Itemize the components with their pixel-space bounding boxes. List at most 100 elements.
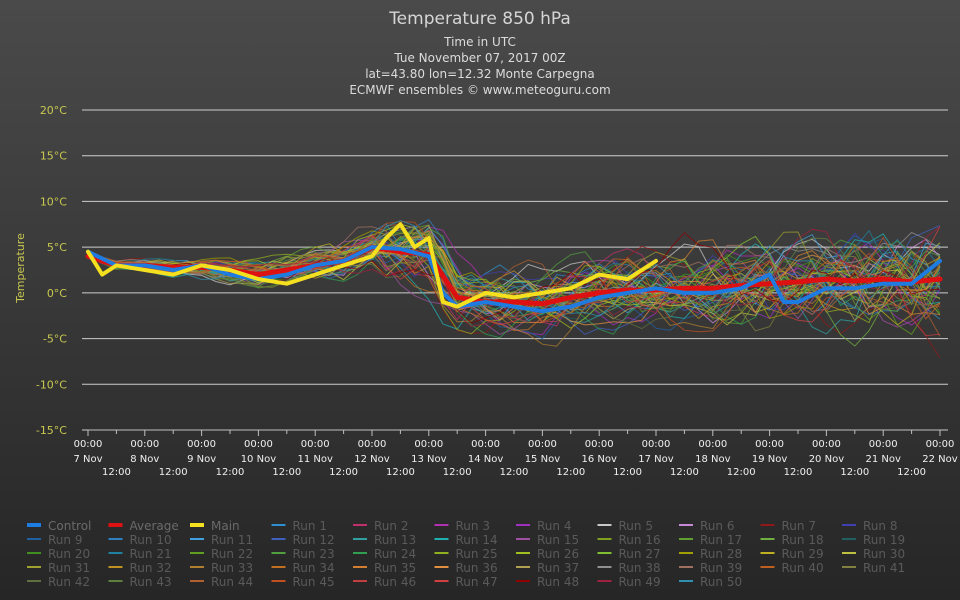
y-tick-label: -10°C [36,378,67,391]
x-tick-noon: 12:00 [329,467,358,478]
x-tick-noon: 12:00 [102,467,131,478]
legend-item-label[interactable]: Run 46 [374,575,416,589]
legend-item-label[interactable]: Run 39 [700,561,742,575]
legend-item-label[interactable]: Average [130,519,179,533]
legend-item-label[interactable]: Run 40 [782,561,824,575]
x-tick-time: 00:00 [812,439,841,450]
ensemble-runs [87,219,941,359]
chart-subtitle-4: ECMWF ensembles © www.meteoguru.com [349,83,610,97]
x-tick-noon: 12:00 [784,467,813,478]
y-axis-label: Temperature [14,233,27,304]
x-tick-time: 00:00 [869,439,898,450]
legend-item-label[interactable]: Run 3 [456,519,490,533]
legend-item-label[interactable]: Run 28 [700,547,742,561]
y-tick-label: 0°C [47,287,67,300]
x-tick-time: 00:00 [528,439,557,450]
legend-item-label[interactable]: Main [211,519,240,533]
x-tick-noon: 12:00 [443,467,472,478]
legend-item-label[interactable]: Run 1 [293,519,327,533]
legend-item-label[interactable]: Run 44 [211,575,253,589]
x-tick-time: 00:00 [471,439,500,450]
x-tick-noon: 12:00 [670,467,699,478]
x-tick-noon: 12:00 [897,467,926,478]
legend-item-label[interactable]: Run 45 [293,575,335,589]
legend-item-label[interactable]: Run 42 [48,575,90,589]
x-tick-date: 22 Nov [922,454,958,465]
legend-item-label[interactable]: Run 20 [48,547,90,561]
x-tick-noon: 12:00 [840,467,869,478]
legend-item-label[interactable]: Run 9 [48,533,82,547]
y-tick-label: 20°C [40,104,67,117]
legend-item-label[interactable]: Control [48,519,91,533]
legend-item-label[interactable]: Run 31 [48,561,90,575]
x-tick-time: 00:00 [187,439,216,450]
main-series [85,222,943,314]
ensemble-run-line [87,235,941,320]
legend-item-label[interactable]: Run 13 [374,533,416,547]
legend-item-label[interactable]: Run 37 [537,561,579,575]
legend-item-label[interactable]: Run 24 [374,547,416,561]
x-tick-noon: 12:00 [727,467,756,478]
legend-item-label[interactable]: Run 41 [863,561,905,575]
x-tick-date: 9 Nov [187,454,216,465]
x-tick-noon: 12:00 [500,467,529,478]
x-tick-date: 21 Nov [865,454,901,465]
legend-item-label[interactable]: Run 17 [700,533,742,547]
x-tick-date: 12 Nov [354,454,390,465]
x-tick-date: 8 Nov [130,454,159,465]
ensemble-run-line [87,238,941,299]
legend-item-label[interactable]: Run 27 [619,547,661,561]
legend-item-label[interactable]: Run 7 [782,519,816,533]
legend-item-label[interactable]: Run 11 [211,533,253,547]
legend-item-label[interactable]: Run 19 [863,533,905,547]
legend-item-label[interactable]: Run 6 [700,519,734,533]
legend-item-label[interactable]: Run 8 [863,519,897,533]
x-tick-time: 00:00 [642,439,671,450]
y-tick-label: 15°C [40,150,67,163]
legend-item-label[interactable]: Run 34 [293,561,335,575]
legend-item-label[interactable]: Run 43 [130,575,172,589]
x-tick-date: 14 Nov [468,454,504,465]
legend-item-label[interactable]: Run 23 [293,547,335,561]
legend-item-label[interactable]: Run 35 [374,561,416,575]
x-tick-date: 10 Nov [241,454,277,465]
legend-item-label[interactable]: Run 5 [619,519,653,533]
legend-item-label[interactable]: Run 4 [537,519,571,533]
legend-item-label[interactable]: Run 15 [537,533,579,547]
legend-item-label[interactable]: Run 12 [293,533,335,547]
x-tick-time: 00:00 [130,439,159,450]
legend-item-label[interactable]: Run 22 [211,547,253,561]
legend-item-label[interactable]: Run 47 [456,575,498,589]
legend-item-label[interactable]: Run 26 [537,547,579,561]
legend-item-label[interactable]: Run 32 [130,561,172,575]
legend-item-label[interactable]: Run 14 [456,533,498,547]
x-tick-time: 00:00 [244,439,273,450]
x-tick-time: 00:00 [414,439,443,450]
legend-item-label[interactable]: Run 30 [863,547,905,561]
legend-item-label[interactable]: Run 48 [537,575,579,589]
legend-item-label[interactable]: Run 50 [700,575,742,589]
legend[interactable]: Control Average Main Run 1 Run 2 Run 3 Run 4 Ru… [27,519,905,589]
legend-item-label[interactable]: Run 38 [619,561,661,575]
legend-item-label[interactable]: Run 10 [130,533,172,547]
x-tick-date: 11 Nov [297,454,333,465]
legend-item-label[interactable]: Run 16 [619,533,661,547]
legend-item-label[interactable]: Run 21 [130,547,172,561]
y-tick-label: 10°C [40,195,67,208]
x-tick-noon: 12:00 [159,467,188,478]
ensemble-run-line [87,236,941,330]
legend-item-label[interactable]: Run 18 [782,533,824,547]
x-tick-date: 20 Nov [809,454,845,465]
legend-item-label[interactable]: Run 2 [374,519,408,533]
legend-item-label[interactable]: Run 25 [456,547,498,561]
x-tick-time: 00:00 [74,439,103,450]
x-tick-date: 16 Nov [581,454,617,465]
legend-item-label[interactable]: Run 49 [619,575,661,589]
legend-item-label[interactable]: Run 33 [211,561,253,575]
legend-item-label[interactable]: Run 36 [456,561,498,575]
x-tick-time: 00:00 [755,439,784,450]
chart-subtitle-3: lat=43.80 lon=12.32 Monte Carpegna [365,67,595,81]
legend-item-label[interactable]: Run 29 [782,547,824,561]
